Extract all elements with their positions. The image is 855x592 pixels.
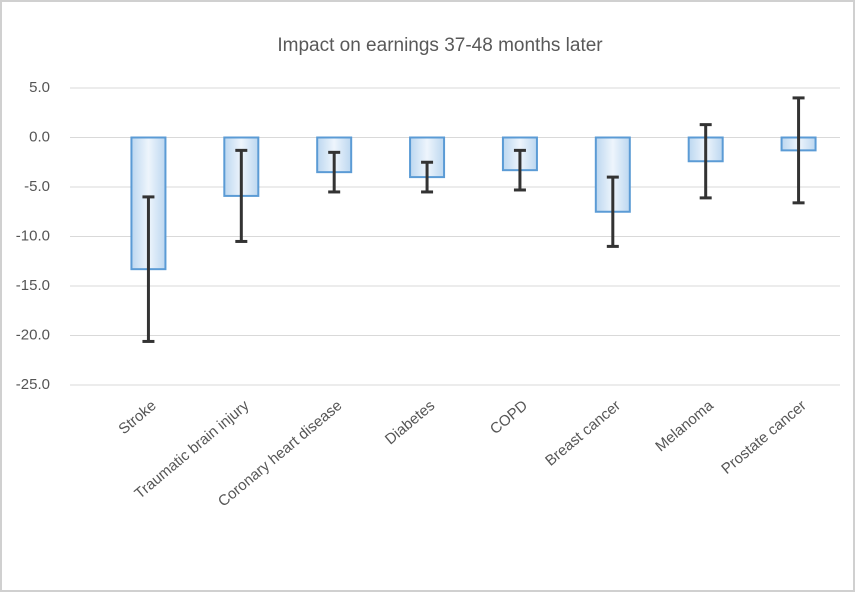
error-bar [606, 175, 619, 248]
error-bar [792, 96, 805, 205]
error-bar [513, 148, 526, 192]
y-tick-label: 5.0 [29, 79, 50, 96]
y-tick-label: -25.0 [16, 376, 50, 393]
y-tick-label: -15.0 [16, 277, 50, 294]
error-bar [421, 160, 434, 194]
chart-title: Impact on earnings 37-48 months later [277, 35, 603, 56]
y-tick-label: 0.0 [29, 128, 50, 145]
error-bar [328, 150, 341, 194]
error-bar [699, 123, 712, 200]
y-tick-label: -10.0 [16, 227, 50, 244]
y-tick-label: -5.0 [24, 178, 50, 195]
error-bar [142, 195, 155, 343]
y-tick-label: -20.0 [16, 326, 50, 343]
error-bar [235, 148, 248, 243]
